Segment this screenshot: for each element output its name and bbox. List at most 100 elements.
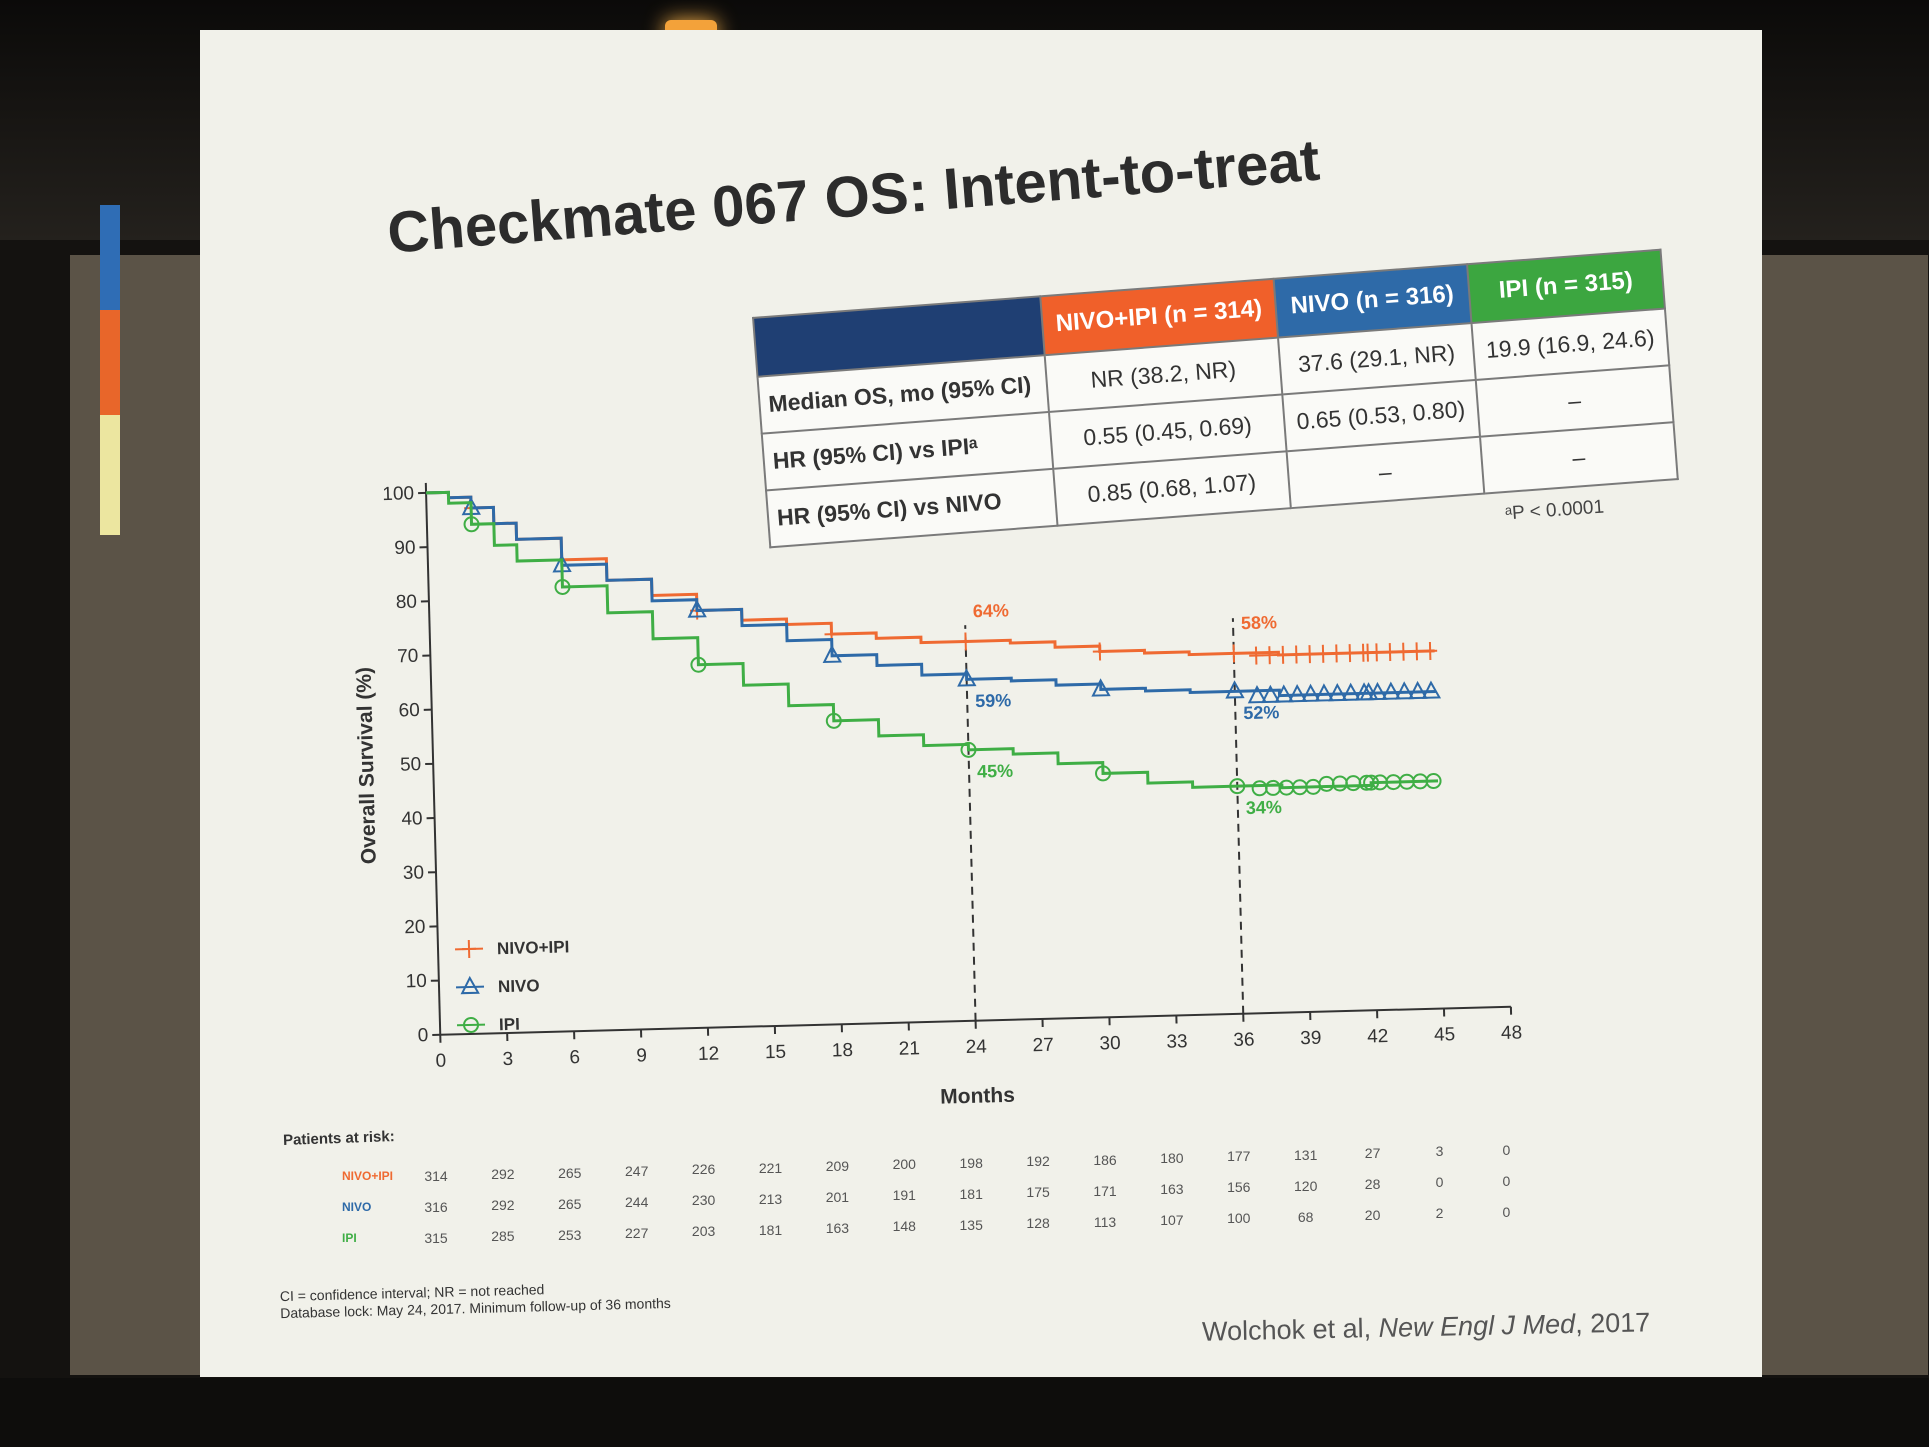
risk-count: 28: [1364, 1175, 1381, 1192]
censor-mark: [1261, 684, 1281, 704]
risk-count: 2: [1435, 1205, 1444, 1222]
x-tick-label: 33: [1166, 1031, 1188, 1053]
y-tick-label: 60: [398, 700, 420, 722]
x-tick-label: 24: [965, 1036, 987, 1058]
censor-mark: [554, 578, 571, 595]
censor-mark: [1342, 644, 1357, 663]
risk-count: 163: [825, 1220, 850, 1237]
x-tick-label: 42: [1367, 1026, 1389, 1048]
risk-count: 265: [558, 1195, 582, 1212]
risk-count: 135: [959, 1216, 983, 1233]
censor-mark: [1394, 681, 1415, 700]
y-axis-title: Overall Survival (%): [353, 667, 381, 865]
series-line: [426, 490, 1436, 698]
y-tick-label: 100: [382, 483, 414, 505]
censor-mark: [1318, 775, 1335, 792]
risk-count: 200: [892, 1156, 916, 1173]
censor-mark: [1363, 774, 1380, 791]
x-tick-label: 30: [1099, 1033, 1121, 1055]
censor-mark: [1251, 780, 1268, 797]
x-tick-label: 48: [1501, 1022, 1523, 1044]
censor-mark: [1341, 682, 1361, 701]
censor-mark: [1354, 682, 1375, 701]
y-tick-label: 90: [394, 537, 416, 559]
risk-count: 181: [758, 1221, 783, 1238]
censor-mark: [1381, 681, 1401, 700]
risk-count: 209: [825, 1158, 850, 1175]
risk-count: 0: [1435, 1174, 1444, 1191]
y-axis: [424, 482, 442, 1035]
risk-count: 192: [1026, 1153, 1050, 1170]
censor-mark: [1225, 680, 1245, 699]
x-tick-label: 12: [698, 1043, 720, 1065]
y-tick-label: 40: [401, 808, 423, 830]
risk-count: 244: [625, 1194, 649, 1211]
censor-mark: [1423, 641, 1438, 661]
censor-mark: [1275, 645, 1290, 664]
censor-mark: [1302, 645, 1317, 664]
survival-annotation: 52%: [1243, 702, 1280, 723]
censor-mark: [1369, 643, 1384, 662]
risk-count: 186: [1093, 1151, 1117, 1168]
risk-count: 0: [1502, 1203, 1511, 1220]
censor-mark: [1226, 644, 1241, 663]
risk-count: 201: [825, 1189, 850, 1206]
censor-mark: [1262, 646, 1277, 665]
risk-count: 221: [758, 1159, 783, 1176]
censor-mark: [960, 741, 977, 758]
reference-line: [1231, 618, 1245, 1014]
risk-count: 213: [758, 1190, 783, 1207]
censor-mark: [1345, 775, 1362, 792]
x-tick-label: 27: [1032, 1035, 1054, 1057]
risk-count: 314: [424, 1168, 448, 1184]
slide-accent-bar: [100, 205, 120, 535]
legend-line: [455, 985, 485, 989]
y-tick-label: 80: [396, 592, 418, 614]
legend-label: NIVO: [498, 976, 540, 996]
x-tick-label: 15: [765, 1042, 787, 1064]
censor-mark: [1329, 644, 1344, 663]
risk-count: 177: [1227, 1148, 1251, 1165]
x-tick-label: 36: [1233, 1029, 1255, 1051]
censor-mark: [1301, 683, 1321, 703]
x-tick-label: 18: [832, 1040, 854, 1062]
legend-line: [456, 1023, 486, 1027]
x-tick-label: 9: [636, 1045, 647, 1066]
legend-marker: [462, 939, 477, 958]
risk-count: 3: [1435, 1143, 1444, 1160]
y-tick-label: 30: [403, 863, 425, 885]
risk-count: 181: [959, 1185, 983, 1202]
risk-count: 292: [491, 1197, 515, 1214]
censor-mark: [1095, 765, 1112, 782]
risk-count: 148: [892, 1218, 916, 1235]
survival-annotation: 58%: [1241, 612, 1278, 633]
accent-bar-segment: [100, 415, 120, 535]
risk-row-label: IPI: [342, 1231, 357, 1245]
legend-label: NIVO+IPI: [497, 937, 570, 958]
risk-count: 0: [1502, 1141, 1511, 1158]
risk-count: 226: [691, 1161, 716, 1178]
censor-mark: [1408, 680, 1428, 700]
y-tick-label: 50: [400, 754, 422, 776]
risk-count: 227: [625, 1225, 649, 1242]
censor-mark: [1421, 680, 1442, 699]
legend-label: IPI: [499, 1015, 520, 1035]
censor-mark: [1316, 644, 1331, 663]
censor-mark: [1425, 773, 1442, 790]
accent-bar-segment: [100, 205, 120, 310]
censor-mark: [1289, 645, 1304, 664]
citation-journal: New Engl J Med: [1378, 1308, 1576, 1343]
censor-mark: [1274, 684, 1294, 703]
risk-count: 285: [491, 1228, 515, 1245]
censor-mark: [1249, 646, 1264, 665]
risk-count: 253: [558, 1226, 582, 1243]
survival-annotation: 64%: [973, 600, 1010, 621]
risk-count: 230: [691, 1192, 716, 1209]
x-tick-label: 0: [435, 1051, 446, 1072]
risk-count: 247: [625, 1163, 649, 1180]
reference-line: [964, 625, 977, 1021]
citation-authors: Wolchok et al,: [1201, 1312, 1379, 1347]
risk-count: 20: [1364, 1206, 1381, 1223]
censor-mark: [1287, 684, 1308, 703]
